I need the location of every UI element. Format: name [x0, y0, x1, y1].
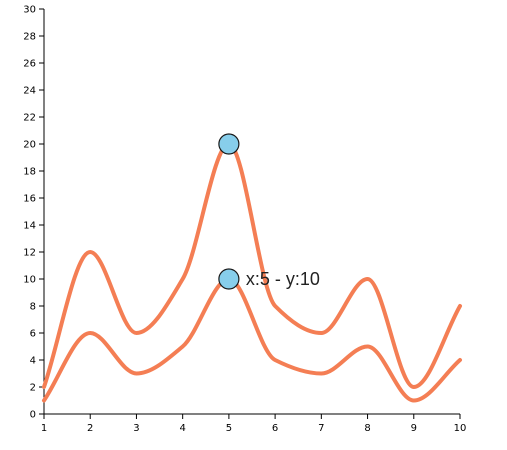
y-tick-label: 6 [30, 329, 36, 340]
y-tick-label: 14 [23, 221, 36, 232]
x-axis: 1 2 3 4 5 6 7 8 9 10 [41, 413, 467, 434]
x-tick-label: 4 [179, 423, 185, 434]
x-tick-label: 6 [272, 423, 278, 434]
x-tick-label: 2 [87, 423, 93, 434]
series-lines [42, 142, 462, 403]
y-tick-label: 24 [23, 86, 36, 97]
data-point-marker-1[interactable] [218, 133, 240, 155]
y-tick-label: 18 [23, 167, 36, 178]
y-tick-label: 26 [23, 59, 36, 70]
y-tick-label: 0 [30, 410, 36, 421]
y-tick-label: 16 [23, 194, 36, 205]
x-tick-label: 3 [133, 423, 139, 434]
x-tick-label: 1 [41, 423, 47, 434]
x-tick-label: 10 [454, 423, 467, 434]
data-point-marker-2[interactable] [218, 268, 240, 290]
y-tick-label: 30 [23, 5, 36, 16]
y-tick-label: 4 [30, 356, 36, 367]
x-tick-label: 9 [411, 423, 417, 434]
y-tick-label: 20 [23, 140, 36, 151]
y-tick-label: 8 [30, 302, 36, 313]
y-tick-label: 2 [30, 383, 36, 394]
series-line-1 [42, 142, 462, 389]
series-line-2 [42, 277, 462, 403]
x-tick-label: 8 [364, 423, 370, 434]
point-annotation: x:5 - y:10 [246, 269, 320, 289]
y-tick-label: 10 [23, 275, 36, 286]
x-tick-label: 5 [226, 423, 232, 434]
x-tick-label: 7 [318, 423, 324, 434]
y-tick-label: 12 [23, 248, 36, 259]
y-tick-label: 28 [23, 32, 36, 43]
y-tick-label: 22 [23, 113, 36, 124]
data-markers [218, 133, 240, 290]
